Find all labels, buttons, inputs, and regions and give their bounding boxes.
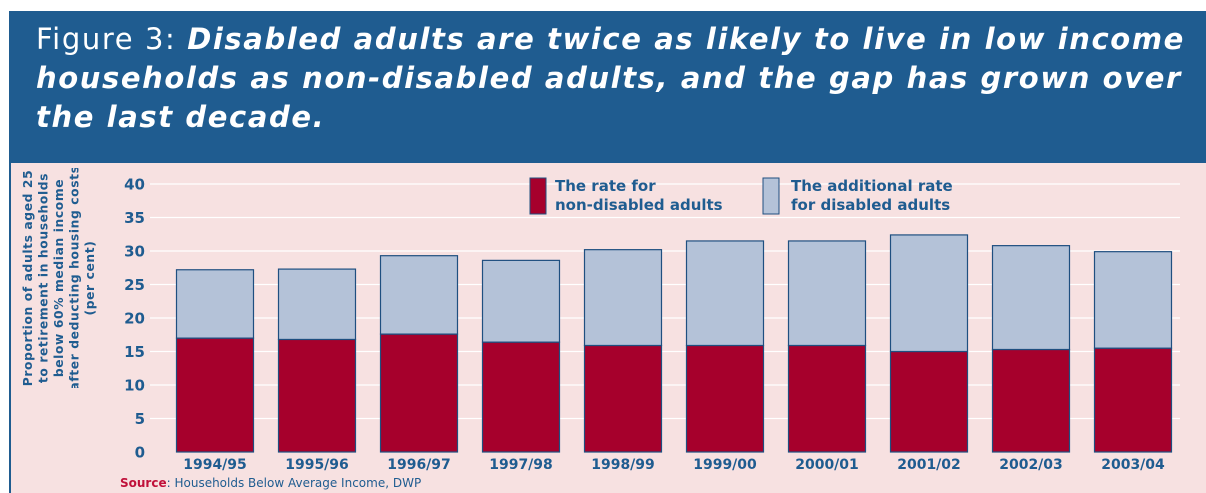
x-tick-label: 1999/00 (693, 457, 757, 473)
title-band (9, 11, 1206, 163)
bars (175, 234, 1173, 453)
legend: The rate for non-disabled adults The addit… (529, 177, 953, 215)
bar-non-disabled (277, 338, 357, 453)
bar-additional-disabled (787, 240, 867, 347)
figure-headline: Disabled adults are twice as likely to l… (36, 22, 1185, 134)
y-tick-label: 35 (124, 209, 145, 227)
bar-non-disabled (1093, 347, 1173, 453)
bar-additional-disabled (379, 255, 459, 335)
figure-number: Figure 3: (36, 22, 188, 56)
bar-non-disabled (175, 337, 255, 453)
legend-swatch-additional (762, 177, 780, 215)
bar-additional-disabled (583, 249, 663, 347)
y-axis-label-text: Proportion of adults aged 25 to retiremen… (21, 168, 97, 388)
bar-additional-disabled (175, 269, 255, 339)
bar-non-disabled (787, 344, 867, 453)
x-tick-label: 1997/98 (489, 457, 553, 473)
x-tick-label: 1994/95 (183, 457, 247, 473)
source-note: Source: Households Below Average Income,… (120, 476, 421, 490)
y-tick-label: 40 (124, 176, 145, 194)
x-axis-ticks: 1994/95 1995/96 1996/97 1997/98 1998/99 1999/… (183, 457, 1165, 473)
figure-title: Figure 3: Disabled adults are twice as l… (36, 20, 1196, 137)
bar-additional-disabled (889, 234, 969, 353)
legend-label-additional: The additional rate for disabled adults (791, 177, 953, 214)
x-tick-label: 2002/03 (999, 457, 1063, 473)
y-tick-label: 10 (124, 377, 145, 395)
source-text: : Households Below Average Income, DWP (166, 476, 422, 490)
left-rule (9, 163, 11, 493)
y-tick-label: 20 (124, 310, 145, 328)
bar-non-disabled (583, 344, 663, 453)
bar-additional-disabled (991, 245, 1071, 351)
y-axis-label: Proportion of adults aged 25 to retiremen… (21, 168, 97, 388)
x-tick-label: 2001/02 (897, 457, 961, 473)
legend-swatch-non-disabled (529, 177, 547, 215)
x-tick-label: 2003/04 (1101, 457, 1165, 473)
bar-additional-disabled (1093, 251, 1173, 349)
y-tick-label: 15 (124, 343, 145, 361)
legend-label-non-disabled: The rate for non-disabled adults (555, 177, 723, 214)
bar-non-disabled (991, 348, 1071, 453)
y-tick-label: 5 (135, 410, 145, 428)
x-tick-label: 1996/97 (387, 457, 451, 473)
x-tick-label: 2000/01 (795, 457, 859, 473)
source-label: Source (120, 476, 167, 490)
y-tick-label: 30 (124, 243, 145, 261)
bar-additional-disabled (277, 268, 357, 341)
bar-non-disabled (685, 344, 765, 453)
bar-additional-disabled (481, 259, 561, 343)
x-tick-label: 1998/99 (591, 457, 655, 473)
bar-non-disabled (889, 350, 969, 453)
bar-non-disabled (379, 333, 459, 453)
y-tick-label: 25 (124, 276, 145, 294)
y-axis-ticks: 0 5 10 15 20 25 30 35 40 (124, 176, 145, 462)
y-tick-label: 0 (135, 444, 145, 462)
x-tick-label: 1995/96 (285, 457, 349, 473)
bar-non-disabled (481, 341, 561, 453)
bar-additional-disabled (685, 240, 765, 347)
